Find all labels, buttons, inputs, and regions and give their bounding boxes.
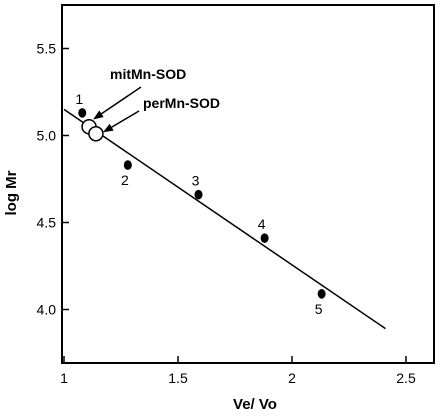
sample-points — [81, 119, 104, 142]
annotation-arrow — [103, 110, 140, 133]
annotation-label: mitMn-SOD — [110, 66, 186, 82]
x-tick-label: 2 — [288, 370, 296, 386]
standard-point — [123, 160, 132, 170]
annotation-label: perMn-SOD — [143, 95, 220, 111]
standard-point-label: 5 — [315, 301, 323, 317]
standard-points: 1 2 3 4 5 — [75, 91, 326, 317]
y-tick-label: 4.5 — [37, 215, 57, 231]
annotations: mitMn-SOD perMn-SOD — [93, 66, 220, 133]
standard-point — [78, 108, 87, 118]
standard-point-label: 1 — [75, 91, 83, 107]
y-tick-label: 5.5 — [37, 41, 57, 57]
x-axis-title: Ve/ Vo — [233, 396, 277, 413]
x-tick-label: 2.5 — [396, 370, 416, 386]
fit-line — [63, 108, 386, 330]
annotation-arrow — [93, 86, 142, 120]
standard-point-label: 3 — [192, 173, 200, 189]
standard-point — [260, 233, 269, 243]
x-tick-label: 1.5 — [168, 370, 188, 386]
y-tick-label: 5.0 — [37, 128, 57, 144]
standard-point — [194, 189, 203, 200]
plot-frame — [61, 4, 435, 364]
sample-point — [88, 126, 104, 142]
y-tick-label: 4.0 — [37, 302, 57, 318]
standard-point-label: 2 — [121, 172, 129, 188]
x-tick-label: 1 — [60, 370, 68, 386]
standard-point-label: 4 — [258, 216, 266, 232]
standard-point — [317, 289, 326, 299]
fit-line-group — [63, 108, 386, 330]
axis-ticks: 1 1.5 2 2.5 4.0 4.5 5.0 5.5 — [37, 41, 416, 387]
y-axis-title: log Mr — [3, 170, 20, 215]
